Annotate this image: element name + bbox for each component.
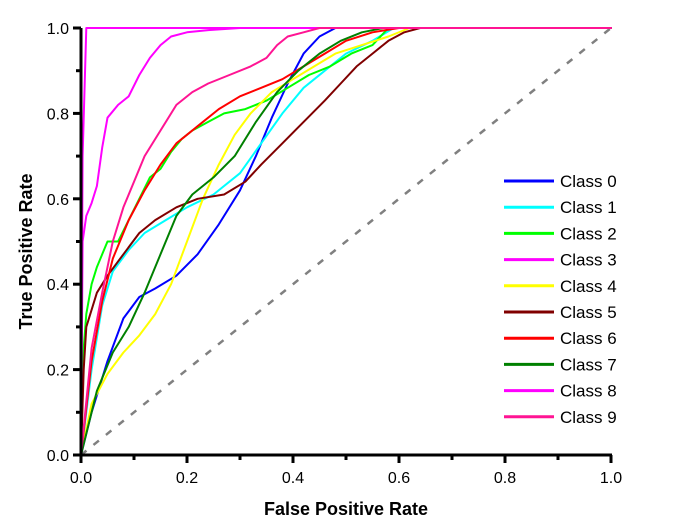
legend-label: Class 8 [560,382,617,401]
legend-label: Class 6 [560,329,617,348]
legend-label: Class 9 [560,408,617,427]
legend-item: Class 6 [504,329,617,348]
legend-item: Class 5 [504,303,617,322]
axes: 0.0 0.2 0.4 0.6 0.8 1.0 0.0 0.2 0.4 0.6 0.8 1.0 [47,21,622,487]
legend-item: Class 2 [504,224,617,243]
series-line-class-6 [80,27,612,456]
x-axis-title: False Positive Rate [264,499,428,519]
legend-item: Class 1 [504,198,617,217]
series-line-class-1 [80,27,612,456]
chance-reference-line [80,27,612,456]
y-tick-label: 0.8 [47,106,69,123]
y-axis-title: True Positive Rate [16,173,36,329]
legend-item: Class 7 [504,355,617,374]
x-tick-label: 0.2 [176,470,198,487]
y-tick-label: 0.4 [47,277,69,294]
legend: Class 0 Class 1 Class 2 Class 3 Class 4 Class… [504,172,617,427]
series-layer [80,27,612,456]
legend-label: Class 5 [560,303,617,322]
series-line-class-4 [80,27,612,456]
legend-item: Class 9 [504,408,617,427]
x-tick-label: 1.0 [600,470,622,487]
legend-item: Class 0 [504,172,617,191]
series-line-class-9 [80,27,612,456]
x-tick-label: 0.0 [70,470,92,487]
y-tick-label: 0.6 [47,192,69,209]
y-tick-label: 0.0 [47,448,69,465]
legend-label: Class 1 [560,198,617,217]
x-axis-ticks: 0.0 0.2 0.4 0.6 0.8 1.0 [70,455,622,487]
x-tick-label: 0.6 [388,470,410,487]
y-tick-label: 0.2 [47,363,69,380]
legend-label: Class 3 [560,251,617,270]
legend-label: Class 2 [560,224,617,243]
legend-label: Class 0 [560,172,617,191]
y-axis-ticks: 0.0 0.2 0.4 0.6 0.8 1.0 [47,21,81,465]
legend-item: Class 8 [504,382,617,401]
plot-area [80,27,612,456]
series-line-class-7 [80,27,612,456]
legend-item: Class 3 [504,251,617,270]
series-line-class-8 [80,27,612,456]
x-tick-label: 0.8 [494,470,516,487]
legend-label: Class 7 [560,355,617,374]
series-line-class-0 [80,27,612,456]
legend-label: Class 4 [560,277,617,296]
y-tick-label: 1.0 [47,21,69,38]
x-tick-label: 0.4 [282,470,304,487]
series-line-class-2 [80,27,612,456]
legend-item: Class 4 [504,277,617,296]
